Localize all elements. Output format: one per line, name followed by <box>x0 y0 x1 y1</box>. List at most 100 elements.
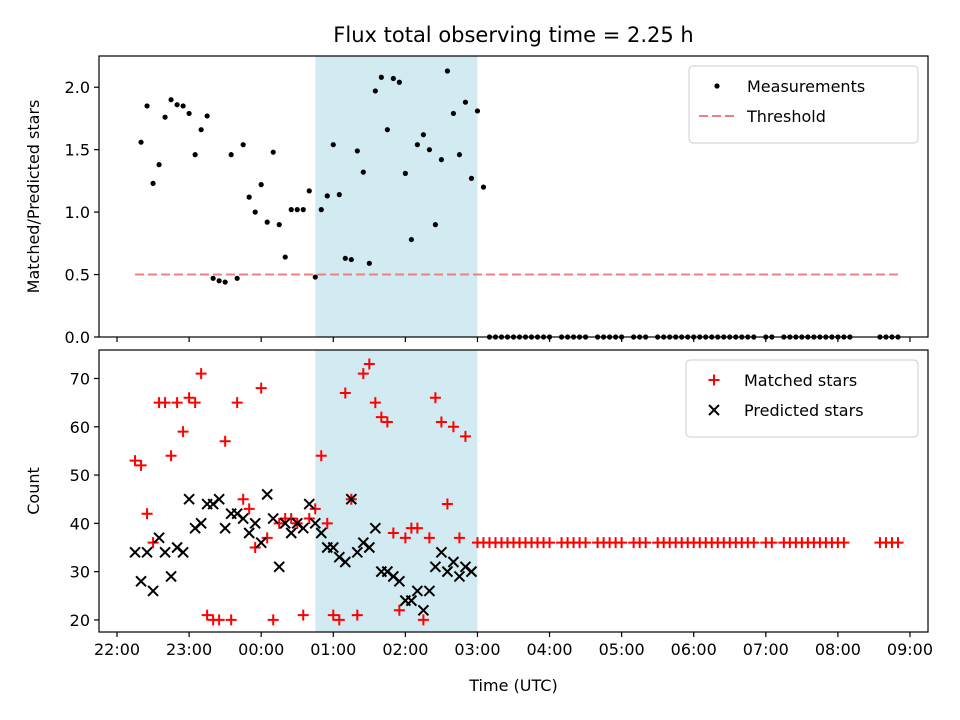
data-point <box>150 180 156 186</box>
data-point <box>351 609 363 621</box>
data-point <box>423 532 435 544</box>
data-point <box>312 274 318 280</box>
x-tick-label: 07:00 <box>743 640 789 659</box>
data-point <box>414 142 420 148</box>
data-point <box>345 493 358 505</box>
x-tick-label: 09:00 <box>887 640 933 659</box>
data-point <box>411 522 423 534</box>
data-point <box>201 609 213 621</box>
data-point <box>363 541 376 554</box>
y-tick-label: 40 <box>70 514 90 533</box>
data-point <box>219 522 231 534</box>
legend-label: Matched stars <box>744 371 857 390</box>
data-point <box>162 114 168 120</box>
data-point <box>129 455 141 467</box>
data-point <box>138 139 144 145</box>
data-point <box>892 537 904 549</box>
data-point <box>144 103 150 109</box>
data-point <box>360 169 366 175</box>
data-point <box>429 561 442 573</box>
y-tick-label: 0.0 <box>65 328 90 347</box>
legend-swatch <box>714 83 720 89</box>
data-point <box>141 508 153 520</box>
x-tick-label: 22:00 <box>94 640 140 659</box>
data-point <box>141 546 153 559</box>
data-point <box>369 522 382 534</box>
data-point <box>198 127 204 133</box>
data-point <box>450 110 457 117</box>
x-tick-label: 02:00 <box>382 640 428 659</box>
data-point <box>453 532 465 544</box>
data-point <box>303 498 315 510</box>
data-point <box>252 209 258 215</box>
data-point <box>288 207 294 213</box>
data-point <box>616 537 628 549</box>
y-axis-label: Matched/Predicted stars <box>24 100 43 294</box>
data-point <box>333 614 345 626</box>
data-point <box>282 254 288 260</box>
data-point <box>327 541 339 554</box>
x-tick-label: 04:00 <box>526 640 572 659</box>
data-point <box>468 175 475 181</box>
axes-frame <box>98 349 929 633</box>
data-point <box>213 614 225 626</box>
data-point <box>640 537 652 549</box>
x-tick-label: 00:00 <box>238 640 284 659</box>
legend-label: Threshold <box>746 107 826 126</box>
data-point <box>177 546 189 559</box>
data-point <box>297 522 309 534</box>
data-point <box>300 207 306 213</box>
data-point <box>261 488 273 501</box>
data-point <box>462 99 469 105</box>
data-point <box>204 113 210 119</box>
data-point <box>474 108 481 114</box>
y-axis-label: Count <box>24 467 43 515</box>
data-point <box>180 103 186 109</box>
data-point <box>297 609 309 621</box>
data-point <box>417 604 430 616</box>
data-point <box>378 74 384 80</box>
data-point <box>219 435 231 447</box>
data-point <box>315 450 327 462</box>
data-point <box>240 142 246 148</box>
data-point <box>237 512 249 525</box>
series-predicted-stars <box>129 488 478 616</box>
data-point <box>480 184 487 190</box>
data-point <box>447 421 459 433</box>
chart-title: Flux total observing time = 2.25 h <box>333 23 693 47</box>
data-point <box>408 236 414 243</box>
data-point <box>544 537 556 549</box>
data-point <box>748 537 760 549</box>
data-point <box>387 527 399 539</box>
data-point <box>285 527 297 539</box>
data-point <box>273 517 285 529</box>
data-point <box>306 188 312 194</box>
data-point <box>309 517 321 530</box>
data-point <box>159 397 171 409</box>
data-point <box>264 219 270 225</box>
data-point <box>195 517 207 530</box>
data-point <box>465 565 478 578</box>
data-point <box>336 192 342 198</box>
data-point <box>393 604 405 616</box>
data-point <box>339 556 352 568</box>
data-point <box>237 493 249 505</box>
data-point <box>447 556 460 568</box>
series-matched-stars <box>129 358 904 626</box>
data-point <box>330 142 336 148</box>
data-point <box>258 182 264 188</box>
data-point <box>838 537 850 549</box>
data-point <box>453 570 466 583</box>
data-point <box>420 132 426 138</box>
data-point <box>285 513 297 525</box>
data-point <box>294 207 300 213</box>
data-point <box>270 149 276 155</box>
legend-swatch <box>708 404 720 416</box>
legend-label: Predicted stars <box>744 401 864 420</box>
data-point <box>348 256 354 263</box>
legend-box <box>688 65 919 144</box>
x-tick-label: 01:00 <box>310 640 356 659</box>
data-point <box>168 97 174 103</box>
data-point <box>234 275 240 281</box>
data-point <box>351 546 364 559</box>
